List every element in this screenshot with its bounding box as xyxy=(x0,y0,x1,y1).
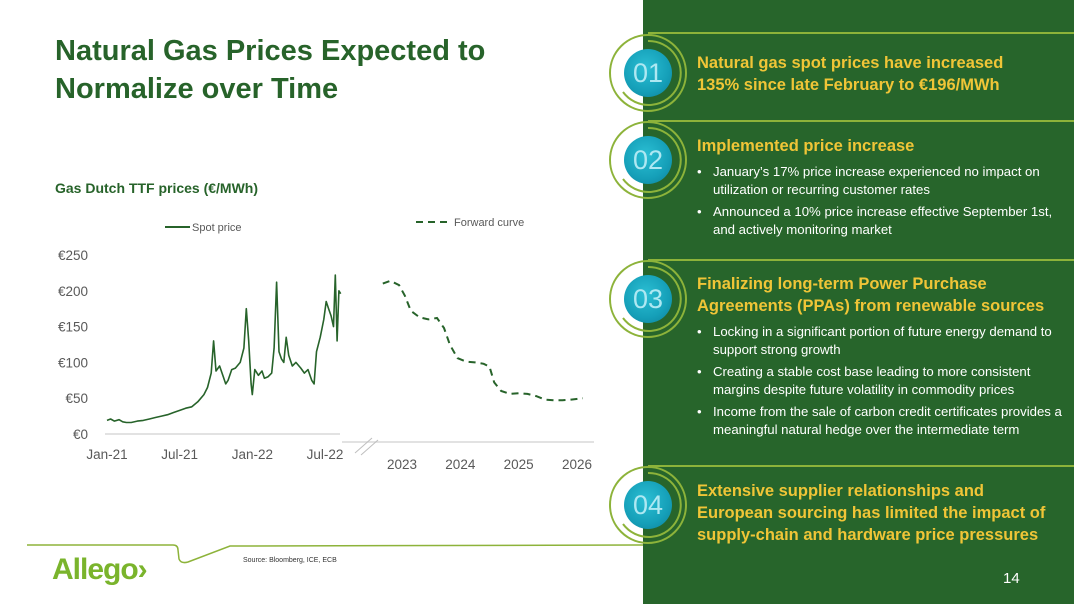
section-title: Extensive supplier relationships and Eur… xyxy=(697,482,1046,544)
legend-forward-label: Forward curve xyxy=(454,217,524,229)
section-02-badge: 02 xyxy=(603,115,693,205)
axis-break-icon xyxy=(354,437,379,456)
x-tick-label: 2026 xyxy=(562,457,592,472)
section-divider xyxy=(648,259,1074,261)
section-02: Implemented price increase January’s 17%… xyxy=(697,135,1057,243)
ring-icon xyxy=(609,466,687,544)
section-04: Extensive supplier relationships and Eur… xyxy=(697,480,1057,546)
chart-title: Gas Dutch TTF prices (€/MWh) xyxy=(55,180,259,196)
y-tick-label: €100 xyxy=(58,355,88,370)
section-title: Natural gas spot prices have increased 1… xyxy=(697,54,1004,94)
x-tick-label: 2024 xyxy=(445,457,476,472)
ring-icon xyxy=(609,34,687,112)
y-axis: €0 €50 €100 €150 €200 €250 xyxy=(58,248,88,442)
x-tick-label: Jan-22 xyxy=(232,447,273,462)
section-title: Finalizing long-term Power Purchase Agre… xyxy=(697,275,1045,315)
section-divider xyxy=(648,32,1074,34)
bullet-item: January’s 17% price increase experienced… xyxy=(697,163,1057,199)
y-tick-label: €0 xyxy=(73,427,88,442)
section-number: 04 xyxy=(624,481,672,529)
section-04-badge: 04 xyxy=(603,460,693,550)
section-divider xyxy=(648,465,1074,467)
bullet-item: Announced a 10% price increase effective… xyxy=(697,203,1057,239)
ring-icon xyxy=(609,260,687,338)
section-number: 03 xyxy=(624,275,672,323)
section-divider xyxy=(648,120,1074,122)
y-tick-label: €200 xyxy=(58,284,88,299)
section-01: Natural gas spot prices have increased 1… xyxy=(697,52,1047,96)
y-tick-label: €250 xyxy=(58,248,88,263)
ring-icon xyxy=(609,121,687,199)
x-tick-label: 2023 xyxy=(387,457,417,472)
key-points-panel xyxy=(643,0,1074,604)
section-number: 02 xyxy=(624,136,672,184)
section-03: Finalizing long-term Power Purchase Agre… xyxy=(697,273,1062,443)
x-axis: Jan-21 Jul-21 Jan-22 Jul-22 2023 2024 2025 2026 xyxy=(86,447,592,472)
ttf-price-chart: Spot price Forward curve €0 €50 €100 €150 €2… xyxy=(58,217,594,472)
section-title: Implemented price increase xyxy=(697,137,915,155)
spot-price-line xyxy=(106,274,342,424)
section-03-badge: 03 xyxy=(603,254,693,344)
allego-logo: Allego› xyxy=(52,553,148,586)
bullet-item: Income from the sale of carbon credit ce… xyxy=(697,403,1062,439)
section-number: 01 xyxy=(624,49,672,97)
source-note: Source: Bloomberg, ICE, ECB xyxy=(243,557,337,564)
legend-spot-label: Spot price xyxy=(192,222,242,234)
chart-legend: Spot price Forward curve xyxy=(165,217,524,234)
x-tick-label: 2025 xyxy=(504,457,534,472)
y-tick-label: €50 xyxy=(65,391,88,406)
footer-divider xyxy=(27,544,643,564)
x-tick-label: Jul-21 xyxy=(161,447,198,462)
y-tick-label: €150 xyxy=(58,320,88,335)
x-tick-label: Jul-22 xyxy=(307,447,344,462)
page-number: 14 xyxy=(1003,570,1020,587)
slide-title: Natural Gas Prices Expected to Normalize… xyxy=(55,35,486,105)
bullet-item: Creating a stable cost base leading to m… xyxy=(697,363,1062,399)
x-tick-label: Jan-21 xyxy=(86,447,127,462)
bullet-item: Locking in a significant portion of futu… xyxy=(697,323,1062,359)
section-01-badge: 01 xyxy=(603,28,693,118)
